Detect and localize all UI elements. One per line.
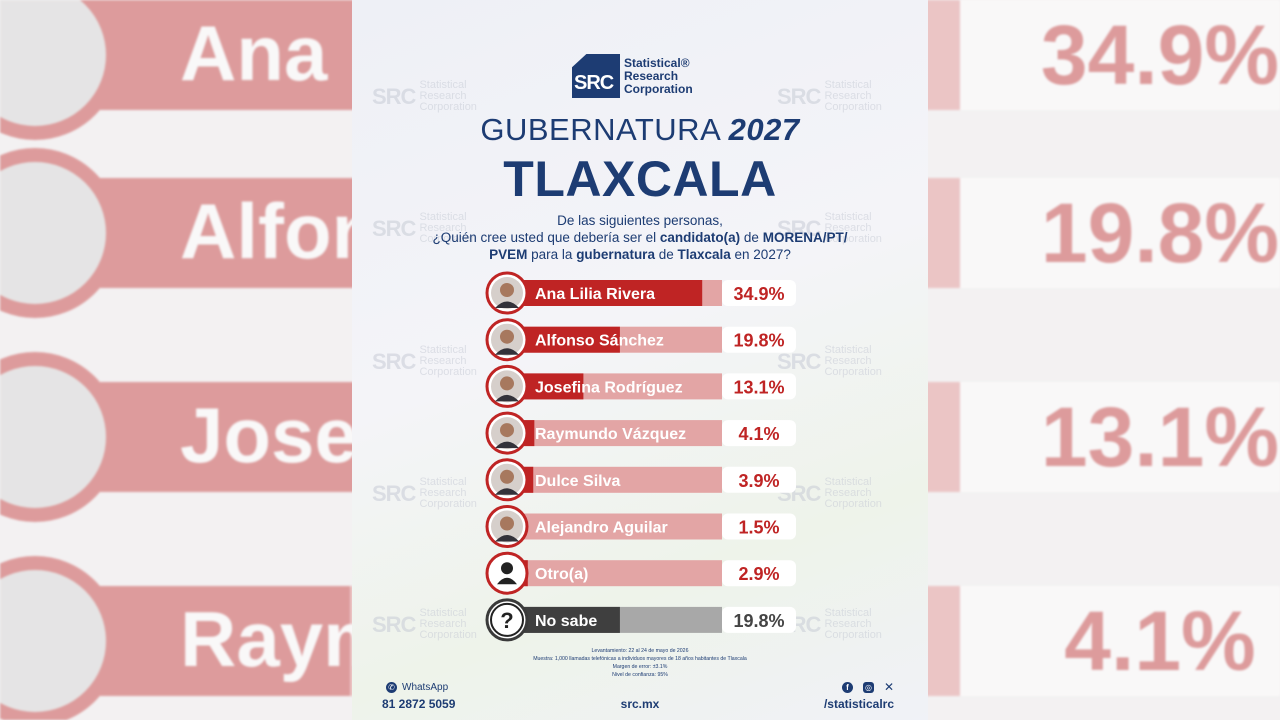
bg-name: Alfon [180,187,380,275]
bar-fill [512,280,703,306]
bg-pct: 13.1% [960,382,1280,492]
question-icon [490,602,524,637]
results-chart: Ana Lilia Rivera 34.9% Alfonso Sánchez 19.8… [485,271,796,642]
note-fieldwork: Levantamiento: 22 al 24 de mayo de 2026 [591,648,689,654]
value-box [722,280,796,306]
photo-head [500,469,514,484]
footer-social: f ◎ ✕ /statisticalrc [823,680,894,711]
value-label: 4.1% [738,424,779,444]
x-icon[interactable]: ✕ [883,680,894,694]
facebook-icon[interactable]: f [841,682,853,693]
photo-shoulders [495,535,519,542]
bar-track [512,420,722,447]
watermark: SRC Statistical Research Corporation [372,607,477,641]
bar-label: Ana Lilia Rivera [535,286,655,303]
value-box [722,373,796,400]
bg-pct: 4.1% [960,586,1280,696]
note-margin: Margen de error: ±3.1% [612,664,668,670]
photo-head [500,376,514,391]
photo-shoulders [495,441,519,449]
whatsapp-icon: ✆ [386,682,397,693]
value-box [722,606,796,633]
value-box [722,420,796,447]
question-mark: ? [500,608,513,633]
poster: SRC Statistical Research Corporation SRC S… [352,0,928,720]
website-link[interactable]: src.mx [620,697,660,711]
person-icon-body [497,577,517,585]
survey-question: De las siguientes personas, ¿Quién cree … [432,213,848,262]
value-label: 13.1% [733,377,784,397]
value-box [722,326,796,353]
value-label: 1.5% [738,518,779,538]
watermark: SRC Statistical Research Corporation [372,476,477,510]
bg-pct: 34.9% [960,0,1280,110]
whatsapp-label: WhatsApp [402,682,449,693]
instagram-icon[interactable]: ◎ [862,682,874,693]
phone-number[interactable]: 81 2872 5059 [382,697,456,711]
bar-track [512,466,722,493]
value-box [722,560,796,587]
bar-track [512,560,722,587]
photo-shoulders [495,348,519,355]
watermark: SRC Statistical Research Corporation [372,79,477,113]
bar-label: Alfonso Sánchez [535,333,664,350]
bar-label: Josefina Rodríguez [535,379,683,396]
bar-label: Alejandro Aguilar [535,520,668,537]
footer-contact: ✆ WhatsApp 81 2872 5059 [382,682,455,711]
title-state: TLAXCALA [503,151,777,207]
photo-shoulders [495,488,519,495]
bar-track [512,513,722,540]
watermark: SRC Statistical Research Corporation [777,79,882,113]
watermark: SRC Statistical Research Corporation [372,211,477,245]
bg-name: Josef [180,391,384,479]
photo-head [500,516,514,531]
bar-fill [512,326,620,353]
bar-label: Raymundo Vázquez [535,426,686,443]
value-label: 19.8% [733,331,784,351]
note-sample: Muestra: 1,000 llamadas telefónicas a in… [533,656,747,662]
bar-label: No sabe [535,613,597,630]
value-label: 19.8% [733,611,784,631]
methodology-notes: Levantamiento: 22 al 24 de mayo de 2026 … [352,647,928,679]
photo-shoulders [495,301,519,308]
logo-text: Statistical® Research Corporation [624,55,693,96]
bar-fill [512,606,620,633]
src-logo: SRC Statistical® Research Corporation [572,54,693,98]
social-handle[interactable]: /statisticalrc [823,697,894,711]
photo-head [500,283,514,297]
note-confidence: Nivel de confianza: 95% [612,672,668,678]
watermark: SRC Statistical Research Corporation [372,344,477,378]
value-box [722,513,796,540]
person-icon [501,562,513,575]
title-gubernatura: GUBERNATURA 2027 [480,112,800,147]
bar-label: Otro(a) [535,566,588,583]
photo-head [500,329,514,344]
logo-mark: SRC [572,54,620,98]
bg-pct: 19.8% [960,178,1280,288]
value-label: 2.9% [738,564,779,584]
value-label: 34.9% [733,284,784,304]
watermark: SRC Statistical Research Corporation [777,211,882,245]
value-label: 3.9% [738,471,779,491]
photo-shoulders [495,394,519,402]
value-box [722,466,796,493]
bar-label: Dulce Silva [535,473,620,490]
photo-head [500,423,514,438]
